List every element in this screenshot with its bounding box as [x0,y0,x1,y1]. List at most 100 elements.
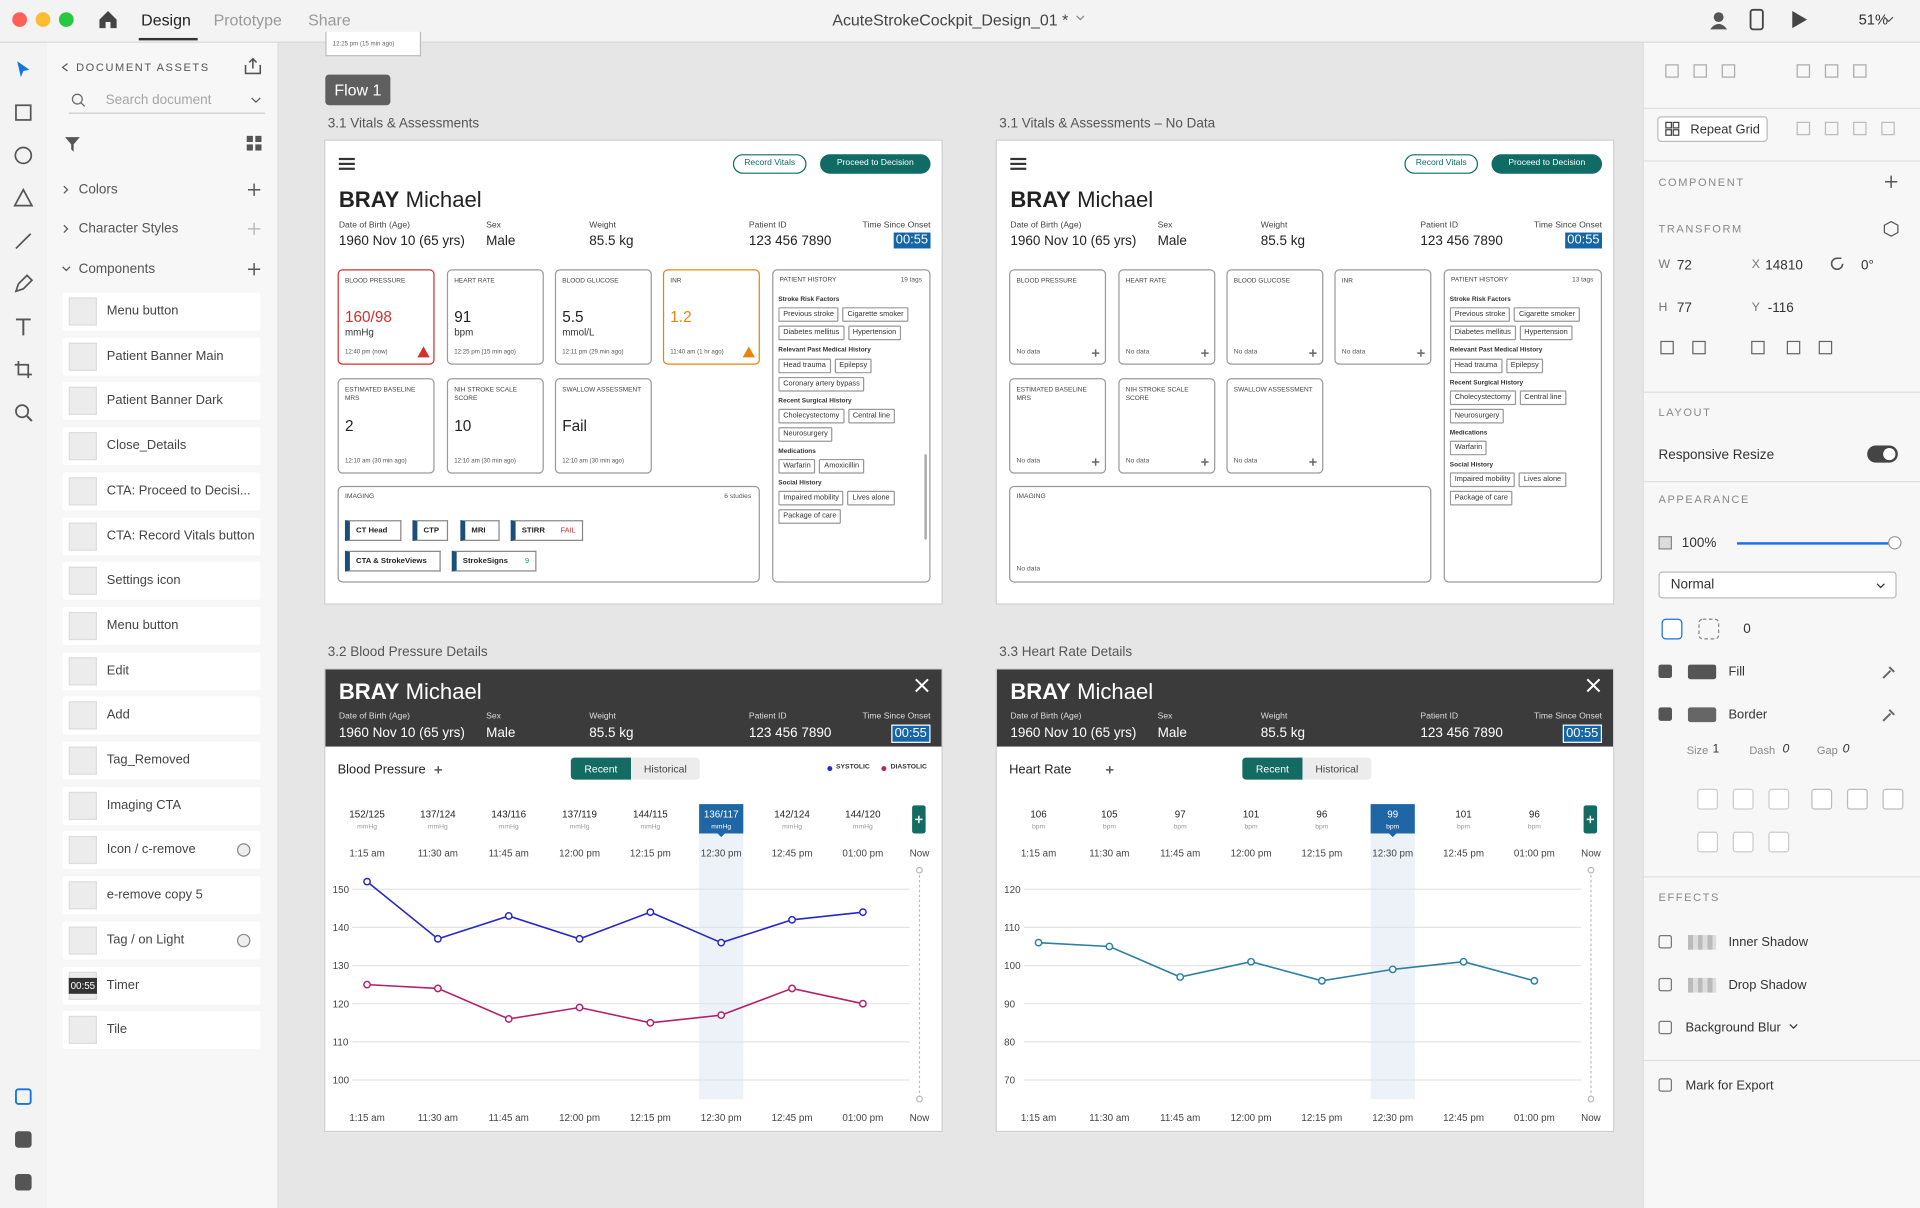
tab[interactable]: Share [308,11,351,30]
corner-button[interactable] [1661,618,1683,640]
close-button[interactable] [1586,678,1601,693]
component-item[interactable]: CTA: Record Vitals button [62,517,261,556]
stroke-align-button[interactable] [1846,788,1868,810]
tile[interactable]: NIH STROKE SCALE SCORE 10 12:10 am (30 min… [446,378,544,474]
tool-button[interactable] [12,102,34,124]
imaging-study[interactable]: STIRR FAIL [510,520,584,541]
add-reading-button[interactable] [1583,805,1598,834]
field-input[interactable]: 72 [1676,258,1692,273]
imaging-study[interactable]: CTA & StrokeViews [344,550,441,572]
join-button[interactable] [1768,831,1790,853]
record-vitals-button[interactable]: Record Vitals [1404,154,1479,174]
tile[interactable]: INR 1.2 11:40 am (1 hr ago) [662,269,760,365]
align-button[interactable] [1851,62,1868,79]
panel-button[interactable] [12,1128,34,1150]
align-button[interactable] [1823,62,1840,79]
tile[interactable]: INR No data [1334,269,1432,365]
field-input[interactable]: 14810 [1765,258,1803,273]
component-item[interactable]: Edit [62,651,261,690]
section-chevron[interactable] [63,185,70,195]
chart-tab[interactable]: Recent [570,757,631,780]
filter-icon[interactable] [65,137,80,152]
tool-button[interactable] [12,187,34,209]
eyedropper[interactable] [1882,665,1897,680]
align-button[interactable] [1720,62,1737,79]
add-button[interactable] [1201,349,1210,358]
export-icon[interactable] [244,57,262,75]
home-icon[interactable] [98,10,118,30]
field-input[interactable]: 0 [1842,742,1850,757]
tile[interactable]: BLOOD PRESSURE 160/98 mmHg 12:40 pm (now) [337,269,435,365]
artboard-label[interactable]: 3.3 Heart Rate Details [999,644,1133,660]
tile[interactable]: ESTIMATED BASELINE MRS No data [1009,378,1107,474]
imaging-study[interactable]: CT Head [344,520,402,541]
section-chevron[interactable] [63,224,70,234]
artboard-label[interactable]: 3.1 Vitals & Assessments [327,116,480,131]
back-chevron[interactable] [61,62,68,72]
checkbox[interactable] [1658,1078,1672,1092]
chart-tab[interactable]: Recent [1242,757,1303,780]
checkbox[interactable] [1658,1020,1672,1035]
chart-tab[interactable]: Historical [630,757,700,780]
search-field[interactable]: Search document [105,93,212,108]
checkbox[interactable] [1658,707,1672,721]
add-asset[interactable] [247,262,262,277]
component-item[interactable]: Settings icon [62,561,261,600]
add-asset[interactable] [247,222,262,237]
tile[interactable]: SWALLOW ASSESSMENT Fail 12:10 am (30 min a… [554,378,652,474]
tile[interactable]: ESTIMATED BASELINE MRS 2 12:10 am (30 min … [337,378,435,474]
align-button[interactable] [1663,62,1680,79]
menu-button[interactable] [1010,157,1027,170]
transform-button[interactable] [1818,340,1833,355]
add-button[interactable] [1417,349,1426,358]
blend-dropdown[interactable]: Normal [1658,571,1897,599]
tool-button[interactable] [12,273,34,295]
play-icon[interactable] [1791,10,1808,30]
join-button[interactable] [1732,831,1754,853]
record-vitals-button[interactable]: Record Vitals [732,154,807,174]
imaging-study[interactable]: StrokeSigns 9 [451,550,537,572]
checkbox[interactable] [1658,664,1672,679]
component-item[interactable]: Patient Banner Main [62,337,261,376]
tool-button[interactable] [12,316,34,338]
add-button[interactable] [1201,458,1210,467]
zoom-level[interactable]: 51% [1858,11,1889,29]
color-swatch[interactable] [1687,707,1717,723]
component-item[interactable]: Patient Banner Dark [62,382,261,421]
tile[interactable]: SWALLOW ASSESSMENT No data [1226,378,1324,474]
window-button[interactable] [35,12,51,27]
rotation-input[interactable]: 0° [1861,258,1874,273]
tool-button[interactable] [12,401,34,423]
panel-button[interactable] [12,1171,34,1193]
tab[interactable]: Prototype [213,11,282,30]
eyedropper[interactable] [1882,707,1897,722]
section-title[interactable]: Character Styles [78,221,179,237]
transform-button[interactable] [1751,340,1766,355]
field-input[interactable]: 0 [1782,742,1790,757]
component-item[interactable]: Tag / on Light [62,921,261,960]
flow-badge[interactable]: Flow 1 [325,74,391,106]
transform-button[interactable] [1692,340,1707,355]
add-chart[interactable] [1105,765,1115,775]
imaging-study[interactable]: CTP [412,520,449,541]
component-item[interactable]: Tag_Removed [62,741,261,780]
color-swatch[interactable] [1687,664,1717,680]
stroke-align-button[interactable] [1697,788,1719,810]
opacity-input[interactable]: 100% [1681,536,1717,551]
transform-button[interactable] [1786,340,1801,355]
proceed-button[interactable]: Proceed to Decision [820,154,931,174]
tool-button[interactable] [12,230,34,252]
section-title[interactable]: Components [78,261,156,277]
tile[interactable]: BLOOD GLUCOSE 5.5 mmol/L 12:11 pm (29 min a… [554,269,652,365]
component-item[interactable]: CTA: Proceed to Decisi... [62,472,261,511]
corner-button[interactable] [1698,618,1720,640]
component-item[interactable]: Close_Details [62,427,261,466]
section-title[interactable]: Colors [78,182,118,198]
add-button[interactable] [1309,458,1318,467]
toggle[interactable] [1867,445,1898,463]
repeat-grid-button[interactable]: Repeat Grid [1657,116,1768,142]
section-chevron[interactable] [62,264,71,274]
tile[interactable]: BLOOD GLUCOSE No data [1226,269,1324,365]
tool-button[interactable] [12,144,34,166]
join-button[interactable] [1697,831,1719,853]
